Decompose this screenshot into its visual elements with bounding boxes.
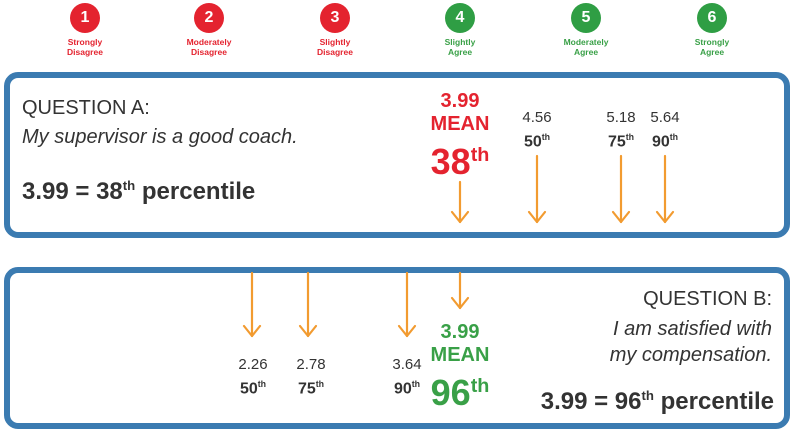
scale-label-6a: Strongly [694, 37, 730, 47]
question-b-mark-90: 3.64 90th [392, 356, 422, 398]
question-a-panel [4, 72, 790, 238]
scale-label-5a: Moderately [563, 37, 609, 47]
scale-item-6: 6 Strongly Agree [657, 3, 767, 57]
scale-item-5: 5 Moderately Agree [531, 3, 641, 57]
scale-item-3: 3 Slightly Disagree [280, 3, 390, 57]
scale-label-1a: Strongly [67, 37, 103, 47]
question-a-mean-label: MEAN [430, 113, 490, 135]
question-b-mean-label: MEAN [430, 344, 490, 366]
scale-label-4a: Slightly [444, 37, 476, 47]
scale-label-2b: Disagree [191, 47, 227, 57]
scale-number-2: 2 [194, 3, 224, 33]
question-a-mark-75: 5.18 75th [606, 109, 636, 151]
question-b-mark-50: 2.26 50th [238, 356, 268, 398]
scale-item-2: 2 Moderately Disagree [154, 3, 264, 57]
scale-label-1b: Disagree [67, 47, 103, 57]
scale-number-6: 6 [697, 3, 727, 33]
scale-label-3b: Disagree [317, 47, 353, 57]
scale-label-2a: Moderately [186, 37, 232, 47]
question-a-heading: QUESTION A: [22, 97, 150, 119]
question-b-mean-percentile: 96th [430, 372, 490, 413]
scale-number-5: 5 [571, 3, 601, 33]
scale-number-3: 3 [320, 3, 350, 33]
question-a-mean-value: 3.99 [440, 90, 480, 112]
question-a-mark-50: 4.56 50th [522, 109, 552, 151]
question-b-text: I am satisfied with my compensation. [609, 318, 772, 366]
scale-item-1: 1 Strongly Disagree [30, 3, 140, 57]
question-a-mark-90: 5.64 90th [650, 109, 680, 151]
question-b-mean-value: 3.99 [440, 321, 480, 343]
scale-label-4b: Agree [447, 47, 473, 57]
question-b-heading: QUESTION B: [643, 288, 772, 310]
scale-number-4: 4 [445, 3, 475, 33]
scale-item-4: 4 Slightly Agree [405, 3, 515, 57]
question-b-mean: 3.99 MEAN 96th [410, 321, 510, 412]
scale-number-1: 1 [70, 3, 100, 33]
scale-label-5b: Agree [573, 47, 599, 57]
question-b-mark-75: 2.78 75th [296, 356, 326, 398]
question-a-text: My supervisor is a good coach. [22, 126, 298, 148]
question-b-panel [4, 267, 790, 429]
scale-label-3a: Slightly [319, 37, 351, 47]
question-b-result: 3.99 = 96th percentile [540, 388, 774, 415]
question-a-mean: 3.99 MEAN 38th [410, 90, 510, 181]
question-a-result: 3.99 = 38th percentile [22, 178, 256, 205]
question-a-mean-percentile: 38th [430, 141, 490, 182]
scale-label-6b: Agree [699, 47, 725, 57]
